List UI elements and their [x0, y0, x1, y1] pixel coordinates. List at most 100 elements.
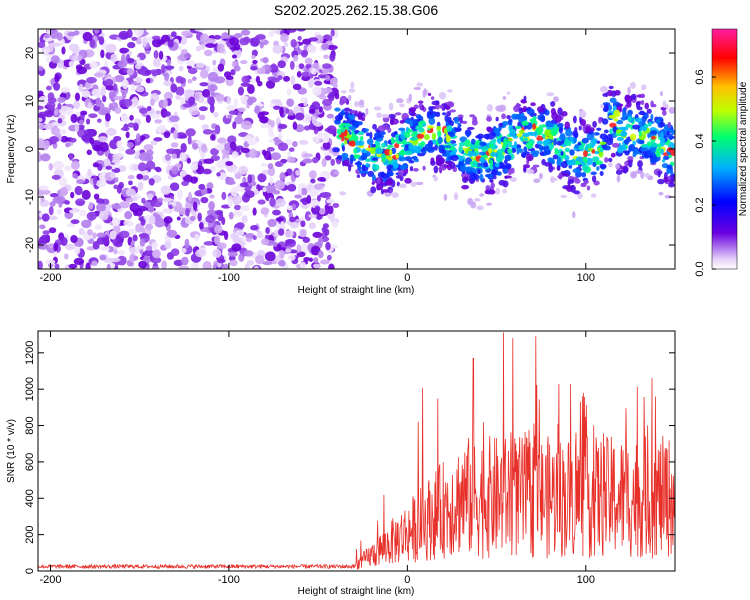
heatmap-blob	[591, 138, 598, 143]
heatmap-blob	[205, 43, 216, 48]
heatmap-blob	[89, 38, 96, 48]
heatmap-blob	[151, 38, 163, 48]
heatmap-blob	[38, 65, 44, 72]
heatmap-blob	[487, 132, 495, 140]
heatmap-blob	[627, 156, 634, 161]
heatmap-blob	[118, 181, 124, 189]
heatmap-blob	[301, 203, 309, 209]
heatmap-blob	[506, 91, 511, 95]
heatmap-blob	[126, 228, 138, 235]
heatmap-blob	[153, 137, 163, 142]
heatmap-blob	[93, 72, 104, 78]
heatmap-blob	[442, 112, 447, 116]
heatmap-blob	[85, 262, 91, 269]
heatmap-blob	[578, 110, 587, 119]
heatmap-blob	[169, 182, 180, 191]
heatmap-blob	[166, 59, 172, 66]
heatmap-blob	[581, 161, 586, 167]
heatmap-blob	[574, 127, 578, 133]
heatmap-blob	[299, 243, 310, 254]
heatmap-blob	[458, 145, 463, 153]
heatmap-blob	[381, 153, 386, 159]
heatmap-blob	[520, 99, 528, 104]
heatmap-blob	[187, 135, 192, 145]
heatmap-blob	[629, 133, 637, 141]
heatmap-blob	[91, 260, 98, 267]
heatmap-blob	[70, 137, 77, 143]
heatmap-blob	[431, 132, 437, 141]
heatmap-blob	[59, 186, 69, 197]
heatmap-blob	[382, 124, 389, 130]
heatmap-blob	[118, 146, 126, 152]
heatmap-blob	[278, 259, 286, 267]
heatmap-blob	[206, 182, 214, 190]
heatmap-blob	[501, 113, 506, 120]
heatmap-blob	[201, 143, 207, 153]
heatmap-blob	[604, 157, 609, 163]
heatmap-blob	[523, 137, 529, 142]
heatmap-blob	[135, 223, 144, 233]
snr-ylabel: SNR (10 * v/v)	[6, 419, 17, 483]
heatmap-blob	[399, 120, 405, 124]
heatmap-blob	[105, 85, 116, 91]
heatmap-blob	[479, 141, 487, 147]
heatmap-blob	[314, 34, 324, 44]
heatmap-blob	[65, 243, 76, 251]
heatmap-blob	[494, 162, 500, 168]
heatmap-blob	[163, 65, 175, 70]
heatmap-blob	[544, 161, 552, 167]
heatmap-blob	[630, 93, 637, 100]
heatmap-blob	[526, 108, 535, 115]
heatmap-blob	[133, 29, 144, 37]
heatmap-blob	[354, 154, 361, 158]
heatmap-blob	[121, 90, 127, 100]
heatmap-blob	[265, 79, 276, 89]
heatmap-blob	[54, 263, 60, 269]
heatmap-blob	[395, 175, 402, 179]
heatmap-blob	[447, 89, 453, 93]
heatmap-blob	[240, 205, 250, 212]
heatmap-blob	[398, 156, 406, 162]
heatmap-blob	[250, 37, 260, 47]
heatmap-blob	[246, 97, 254, 106]
heatmap-blob	[161, 64, 166, 74]
heatmap-blob	[112, 83, 118, 92]
heatmap-blob	[365, 158, 371, 163]
heatmap-blob	[457, 122, 462, 128]
heatmap-blob	[634, 117, 642, 123]
heatmap-blob	[250, 66, 258, 71]
colorbar: 0.0 0.2 0.4 0.6 Normalized spectral amplitu…	[694, 28, 749, 277]
heatmap-blob	[233, 42, 241, 51]
heatmap-blob	[571, 176, 579, 181]
heatmap-blob	[96, 236, 107, 245]
heatmap-blob	[470, 138, 476, 145]
heatmap-blob	[370, 186, 377, 194]
spectrogram-ytick-label: 0	[24, 146, 36, 152]
heatmap-blob	[70, 113, 78, 123]
heatmap-blob	[324, 155, 332, 161]
heatmap-blob	[376, 177, 381, 184]
heatmap-blob	[286, 88, 292, 96]
heatmap-blob	[113, 135, 122, 142]
heatmap-blob	[638, 111, 647, 116]
heatmap-blob	[339, 99, 344, 106]
heatmap-blob	[248, 148, 258, 159]
heatmap-blob	[231, 54, 238, 59]
heatmap-blob	[446, 110, 452, 117]
heatmap-blob	[78, 83, 84, 93]
heatmap-blob	[489, 143, 494, 149]
heatmap-blob	[348, 140, 356, 147]
heatmap-blob	[609, 97, 617, 104]
heatmap-blob	[234, 116, 244, 125]
heatmap-blob	[203, 158, 215, 164]
heatmap-blob	[506, 138, 513, 142]
heatmap-blob	[279, 106, 284, 116]
heatmap-blob	[252, 235, 257, 240]
heatmap-blob	[272, 209, 281, 216]
heatmap-blob	[191, 110, 201, 115]
heatmap-blob	[534, 130, 538, 138]
heatmap-blob	[396, 181, 400, 187]
heatmap-blob	[178, 65, 184, 72]
heatmap-blob	[611, 142, 620, 148]
heatmap-blob	[358, 170, 367, 174]
